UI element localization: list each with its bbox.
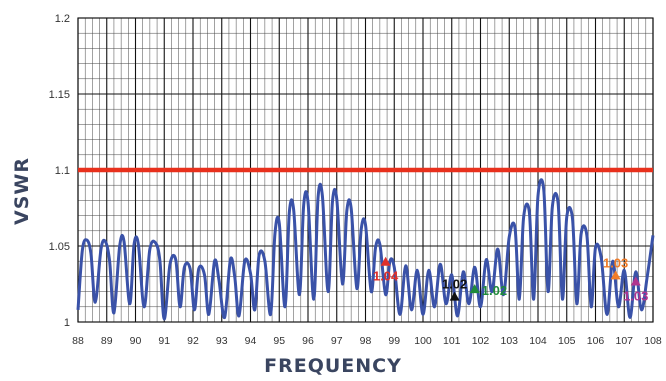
marker-label: 1.02 [442, 277, 467, 292]
marker-triangle [449, 291, 460, 301]
x-tick-label: 98 [360, 335, 372, 347]
y-tick-label: 1 [64, 317, 70, 329]
x-tick-label: 103 [500, 335, 518, 347]
x-tick-label: 104 [529, 335, 547, 347]
marker-group: 1.04 1.02 1.02 1.03 1.03 [373, 255, 648, 303]
x-tick-label: 99 [388, 335, 400, 347]
marker-triangle [469, 284, 480, 294]
x-tick-label: 92 [187, 335, 199, 347]
x-tick-label: 95 [273, 335, 285, 347]
x-tick-label: 90 [130, 335, 142, 347]
x-tick-label: 97 [331, 335, 343, 347]
marker-label: 1.02 [482, 283, 507, 298]
y-tick-labels: 1 1.05 1.1 1.15 1.2 [49, 13, 70, 329]
x-tick-label: 88 [72, 335, 84, 347]
marker-triangle [630, 276, 641, 286]
x-tick-label: 100 [414, 335, 432, 347]
y-tick-label: 1.2 [55, 13, 70, 25]
x-tick-label: 91 [158, 335, 170, 347]
y-tick-label: 1.1 [55, 165, 70, 177]
x-tick-label: 105 [558, 335, 576, 347]
x-tick-label: 94 [245, 335, 257, 347]
x-tick-label: 93 [216, 335, 228, 347]
x-tick-label: 107 [615, 335, 633, 347]
marker-label: 1.03 [623, 288, 648, 303]
y-tick-label: 1.15 [49, 89, 70, 101]
y-tick-label: 1.05 [49, 241, 70, 253]
x-tick-label: 108 [644, 335, 662, 347]
marker-label: 1.03 [603, 255, 628, 270]
x-tick-label: 101 [443, 335, 461, 347]
x-tick-label: 102 [472, 335, 490, 347]
x-axis-title: FREQUENCY [264, 355, 402, 377]
marker-label: 1.04 [373, 269, 399, 284]
x-tick-labels: 88 89 90 91 92 93 94 95 96 97 98 99 100 101 102 103 104 1… [72, 335, 662, 347]
marker-triangle [610, 270, 621, 280]
vswr-series-line [76, 178, 655, 321]
y-axis-title: VSWR [11, 157, 33, 225]
marker-triangle [380, 256, 391, 266]
x-tick-label: 96 [302, 335, 314, 347]
x-tick-label: 89 [101, 335, 113, 347]
x-tick-label: 106 [587, 335, 605, 347]
